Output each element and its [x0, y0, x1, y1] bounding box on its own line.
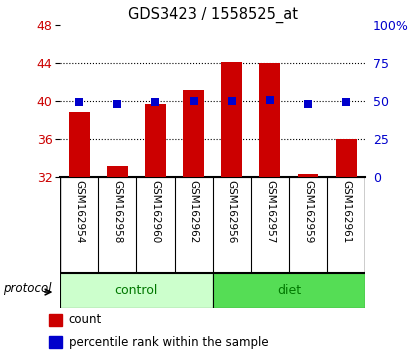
Point	[152, 99, 159, 105]
Bar	[259, 63, 281, 177]
Point	[114, 101, 121, 107]
Text: GSM162956: GSM162956	[227, 180, 237, 243]
Text: GSM162954: GSM162954	[74, 180, 84, 243]
Text: GSM162958: GSM162958	[112, 180, 122, 243]
Bar	[336, 139, 356, 177]
Text: GSM162961: GSM162961	[341, 180, 351, 243]
Text: diet: diet	[277, 284, 301, 297]
Text: GSM162962: GSM162962	[189, 180, 199, 243]
Point	[266, 98, 273, 103]
Text: GSM162957: GSM162957	[265, 180, 275, 243]
Bar	[60, 273, 212, 308]
Point	[343, 99, 349, 105]
Text: GSM162959: GSM162959	[303, 180, 313, 243]
Bar	[49, 314, 62, 326]
Point	[228, 98, 235, 104]
Bar	[107, 166, 128, 177]
Text: percentile rank within the sample: percentile rank within the sample	[69, 336, 269, 349]
Bar	[145, 104, 166, 177]
Text: protocol: protocol	[3, 282, 51, 295]
Text: count: count	[69, 313, 102, 326]
Bar	[49, 336, 62, 348]
Bar	[298, 174, 318, 177]
Point	[190, 98, 197, 104]
Bar	[212, 273, 365, 308]
Title: GDS3423 / 1558525_at: GDS3423 / 1558525_at	[128, 7, 298, 23]
Bar	[221, 62, 242, 177]
Text: GSM162960: GSM162960	[151, 180, 161, 243]
Bar	[183, 90, 204, 177]
Point	[76, 99, 83, 105]
Text: control: control	[115, 284, 158, 297]
Bar	[69, 112, 90, 177]
Point	[305, 101, 311, 107]
